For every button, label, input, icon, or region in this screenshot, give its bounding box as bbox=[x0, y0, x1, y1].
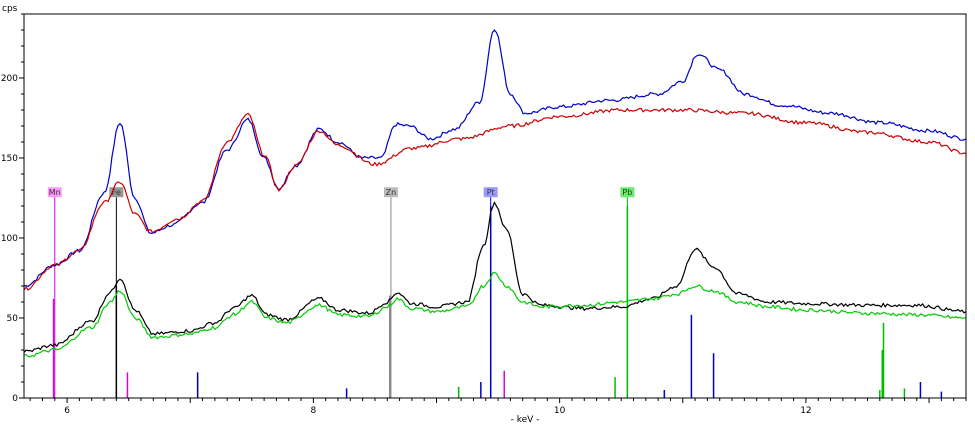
element-marker-label: Mn bbox=[49, 188, 61, 197]
spectrum-series-line bbox=[23, 29, 967, 288]
element-marker-label: Zn bbox=[386, 188, 397, 197]
element-marker-label: Fe bbox=[112, 188, 121, 197]
x-tick-label: 8 bbox=[311, 406, 317, 416]
line-spectrum bbox=[52, 206, 943, 398]
element-marker-tag bbox=[47, 187, 62, 198]
x-tick-label: 6 bbox=[64, 406, 70, 416]
y-tick-label: 100 bbox=[1, 234, 18, 244]
y-axis-label: cps bbox=[2, 4, 18, 14]
element-marker-tag bbox=[620, 187, 635, 198]
spectrum-series-line bbox=[23, 271, 967, 358]
element-marker-label: Pb bbox=[622, 188, 632, 197]
element-marker-tag bbox=[109, 187, 124, 198]
element-marker-label: Pt bbox=[487, 188, 495, 197]
element-marker-tag bbox=[483, 187, 498, 198]
y-tick-label: 0 bbox=[12, 394, 18, 404]
spectrum-series-line bbox=[23, 201, 967, 353]
y-tick-label: 50 bbox=[7, 314, 19, 324]
axes bbox=[23, 13, 967, 399]
spectrum-series bbox=[23, 29, 967, 358]
plot-frame bbox=[23, 13, 967, 399]
element-markers: Mn Fe Zn Pt Pb bbox=[47, 187, 635, 398]
x-axis-label: - keV - bbox=[511, 415, 540, 425]
spectrum-series-line bbox=[23, 107, 967, 291]
x-tick-label: 12 bbox=[800, 406, 811, 416]
axis-ticks: 6 8 10 12 0 50 100 150 200 bbox=[1, 13, 967, 416]
y-tick-label: 150 bbox=[1, 154, 18, 164]
element-marker-tag bbox=[383, 187, 398, 198]
y-tick-label: 200 bbox=[1, 74, 18, 84]
x-tick-label: 10 bbox=[554, 406, 566, 416]
